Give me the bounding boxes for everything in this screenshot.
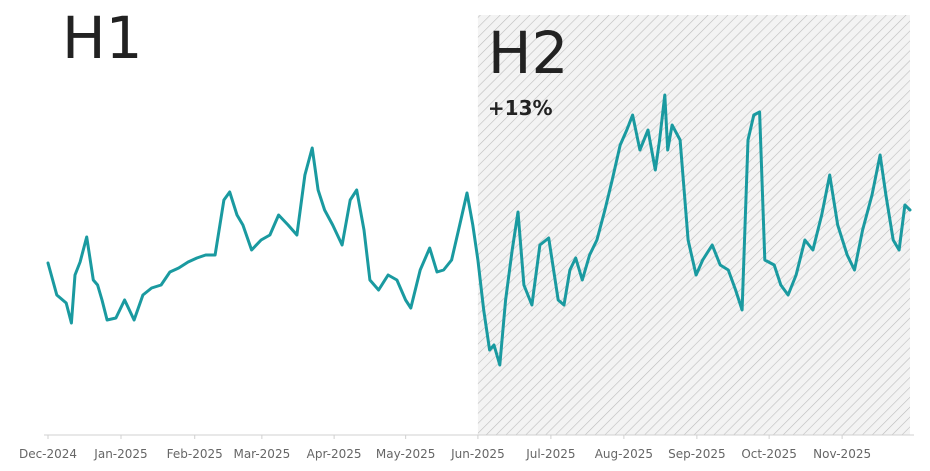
x-tick-label: Apr-2025 [307,447,362,461]
x-tick-label: Jul-2025 [525,447,575,461]
region-label: H2 [488,19,569,87]
region-label: H1 [62,4,143,72]
x-tick-label: Feb-2025 [167,447,223,461]
x-tick-label: Nov-2025 [813,447,871,461]
x-tick-label: Aug-2025 [595,447,653,461]
x-tick-label: Oct-2025 [741,447,797,461]
x-tick-label: Jun-2025 [450,447,505,461]
data-line [46,93,912,367]
x-tick-label: Jan-2025 [93,447,147,461]
x-tick-label: Dec-2024 [19,447,77,461]
x-tick-label: May-2025 [376,447,435,461]
x-tick-label: Mar-2025 [233,447,290,461]
region-note: +13% [488,96,553,120]
x-tick-label: Sep-2025 [668,447,726,461]
